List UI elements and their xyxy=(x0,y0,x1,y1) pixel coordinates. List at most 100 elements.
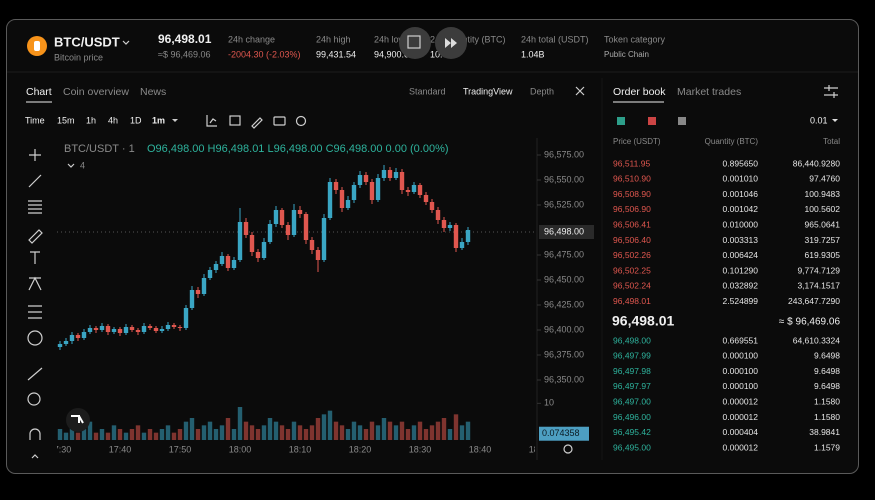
candle-body xyxy=(81,332,87,338)
book-cell: 0.001042 xyxy=(723,204,759,214)
settings-icon[interactable] xyxy=(563,444,573,454)
precision[interactable]: 0.01 xyxy=(810,115,828,125)
chart-tab[interactable]: Chart xyxy=(26,86,52,98)
book-cell: 0.001010 xyxy=(723,174,759,184)
book-cell: 96,496.00 xyxy=(613,412,651,422)
book-settings[interactable] xyxy=(824,85,838,98)
candle-body xyxy=(423,195,429,202)
view-tab[interactable]: TradingView xyxy=(463,86,513,96)
y-tick-label: 96,400.00 xyxy=(544,324,584,334)
precision-chevron[interactable] xyxy=(832,119,838,122)
tool[interactable] xyxy=(28,276,42,291)
view-tab[interactable]: Depth xyxy=(530,86,554,96)
book-view-icons xyxy=(617,117,686,125)
volume-bar xyxy=(105,432,111,440)
pair[interactable]: BTC/USDT xyxy=(54,34,120,49)
book-cell: 96,511.95 xyxy=(613,158,650,168)
volume-bar xyxy=(63,432,69,440)
volume-bar xyxy=(393,425,399,440)
tool[interactable] xyxy=(28,229,43,244)
tool[interactable] xyxy=(27,330,43,346)
tool[interactable] xyxy=(27,367,43,381)
tool[interactable] xyxy=(28,305,42,319)
stat-label: 24h total (USDT) xyxy=(521,34,589,44)
tool[interactable] xyxy=(29,428,41,440)
stat-value: 10.6 xyxy=(430,49,448,59)
candle-body xyxy=(291,210,297,235)
tool[interactable] xyxy=(31,454,39,459)
candle-body xyxy=(417,185,423,195)
candle-body xyxy=(447,225,453,228)
y-tick-label: 96,450.00 xyxy=(544,274,584,284)
candle-body xyxy=(381,170,387,178)
volume-bar xyxy=(423,429,429,440)
view-tab[interactable]: Standard xyxy=(409,86,446,96)
book-tab[interactable]: Order book xyxy=(613,86,666,98)
interval[interactable]: 15m xyxy=(57,115,75,125)
indicator-chevron[interactable] xyxy=(67,163,75,168)
interval-chevron[interactable] xyxy=(172,119,178,122)
interval[interactable]: 1h xyxy=(86,115,96,125)
tool[interactable] xyxy=(28,174,42,188)
layout-icon[interactable] xyxy=(229,115,241,126)
overlay-button[interactable] xyxy=(399,27,431,59)
chart-tab[interactable]: News xyxy=(140,86,166,98)
y-tick-label: 96,425.00 xyxy=(544,299,584,309)
candle-body xyxy=(429,202,435,210)
volume-bar xyxy=(159,429,165,440)
candle-body xyxy=(159,329,165,331)
x-tick-label: 17:40 xyxy=(109,444,132,454)
reset-icon[interactable] xyxy=(295,115,307,127)
candle-body xyxy=(165,325,171,329)
stat-value: Public Chain xyxy=(604,50,649,59)
stat-value: -2004.30 (-2.03%) xyxy=(228,49,301,59)
expand-icon[interactable] xyxy=(575,86,585,96)
book-cell: 96,506.90 xyxy=(613,204,651,214)
volume-bar xyxy=(381,418,387,440)
tool[interactable] xyxy=(30,251,40,264)
book-cell: 96,497.00 xyxy=(613,396,651,406)
view-icon[interactable] xyxy=(617,117,625,125)
book-cell: 96,508.90 xyxy=(613,189,651,199)
interval: Time xyxy=(25,115,45,125)
volume-bar xyxy=(339,425,345,440)
candle-body xyxy=(135,330,141,332)
pair-chevron[interactable] xyxy=(122,40,130,45)
book-cell: 0.101290 xyxy=(723,265,759,275)
candle-body xyxy=(333,182,339,190)
volume-bar xyxy=(315,418,321,440)
camera-icon[interactable] xyxy=(273,116,286,126)
book-tab[interactable]: Market trades xyxy=(677,86,741,98)
interval[interactable]: 1D xyxy=(130,115,142,125)
tool[interactable] xyxy=(28,200,42,214)
tool[interactable] xyxy=(27,392,41,406)
view-icon[interactable] xyxy=(648,117,656,125)
indicator-icon[interactable] xyxy=(206,115,217,127)
column-header: Total xyxy=(823,137,840,146)
book-cell: 0.006424 xyxy=(723,250,759,260)
coin-glyph xyxy=(34,41,40,51)
interval[interactable]: 4h xyxy=(108,115,118,125)
book-cell: 0.000012 xyxy=(723,442,759,452)
book-cell: 96,506.41 xyxy=(613,219,651,229)
candle-body xyxy=(147,326,153,328)
book-cell: 96,502.25 xyxy=(613,265,651,275)
book-cell: 9.6498 xyxy=(814,351,840,361)
candle-body xyxy=(189,290,195,308)
volume-bar xyxy=(279,425,285,440)
x-tick-label: 18:20 xyxy=(349,444,372,454)
volume-bar xyxy=(351,421,357,440)
y-tick-label: 96,550.00 xyxy=(544,174,584,184)
book-cell: 96,497.99 xyxy=(613,351,651,361)
book-cell: 0.000012 xyxy=(723,412,759,422)
chart-tab[interactable]: Coin overview xyxy=(63,86,129,98)
book-cell: 9.6498 xyxy=(814,381,840,391)
volume-bar xyxy=(255,429,261,440)
view-icon[interactable] xyxy=(678,117,686,125)
last-price-box xyxy=(539,225,594,239)
candle-body xyxy=(261,242,267,258)
book-cell: 86,440.9280 xyxy=(793,158,841,168)
interval[interactable]: 1m xyxy=(152,115,165,125)
tool[interactable] xyxy=(29,149,41,161)
draw-icon[interactable] xyxy=(251,117,263,129)
